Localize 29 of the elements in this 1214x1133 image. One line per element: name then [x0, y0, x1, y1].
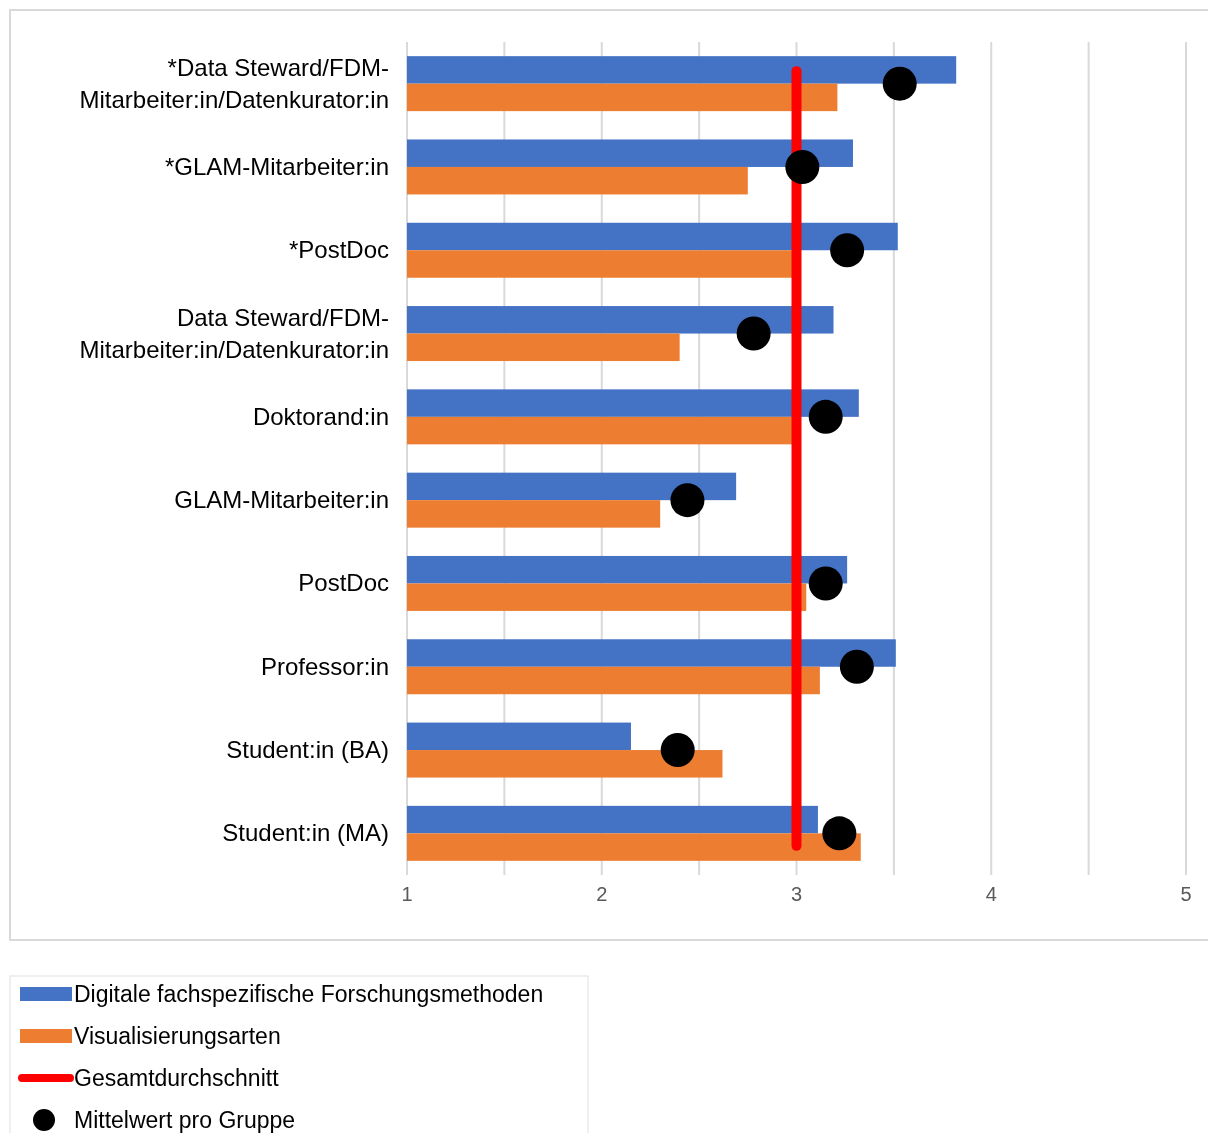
y-tick-label: Student:in (BA) — [226, 736, 389, 764]
legend-label: Gesamtdurchschnitt — [74, 1065, 280, 1091]
y-tick-label: *Data Steward/FDM-Mitarbeiter:in/Datenkurator:in — [79, 53, 389, 113]
legend-label: Visualisierungsarten — [74, 1023, 281, 1049]
x-tick-label: 1 — [401, 883, 413, 905]
x-tick-label: 2 — [596, 883, 608, 905]
y-tick-label: *PostDoc — [288, 236, 389, 264]
point — [736, 316, 771, 351]
y-tick-label: PostDoc — [298, 569, 389, 597]
point — [660, 733, 695, 768]
point — [785, 149, 820, 184]
x-tick-label: 5 — [1180, 883, 1192, 905]
y-tick-label: GLAM-Mitarbeiter:in — [174, 486, 389, 514]
point — [808, 566, 843, 601]
point — [670, 483, 705, 518]
legend-label: Mittelwert pro Gruppe — [74, 1107, 296, 1133]
x-tick-label: 3 — [790, 883, 803, 905]
x-tick-label: 4 — [985, 883, 997, 905]
point — [808, 399, 843, 434]
y-tick-label: Student:in (MA) — [222, 819, 389, 847]
point — [830, 233, 865, 268]
y-tick-label: Data Steward/FDM-Mitarbeiter:in/Datenkurator:in — [79, 303, 389, 363]
point — [839, 649, 874, 684]
point — [822, 816, 857, 851]
y-tick-label: Doktorand:in — [252, 402, 389, 430]
legend-label: Digitale fachspezifische Forschungsmethoden — [74, 981, 544, 1007]
y-tick-label: *GLAM-Mitarbeiter:in — [164, 152, 389, 180]
y-tick-label: Professor:in — [260, 652, 389, 680]
point — [882, 66, 917, 101]
